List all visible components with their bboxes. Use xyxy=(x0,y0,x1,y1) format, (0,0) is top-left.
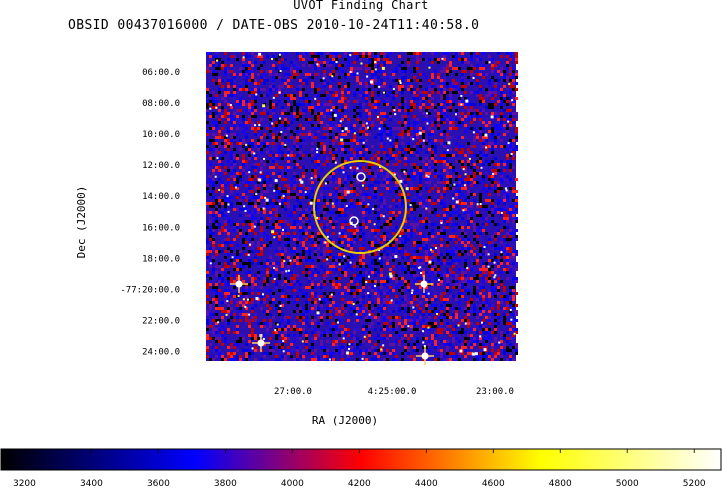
colorbar-ticks: 3200 3400 3600 3800 4000 4200 4400 4600 4800 5000… xyxy=(13,449,706,489)
y-tick-label: 24:00.0 xyxy=(142,347,180,357)
colorbar-tick-label: 3200 xyxy=(13,479,36,489)
y-axis: 06:00.0 08:00.0 10:00.0 12:00.0 14:00.0 16:00… xyxy=(120,68,180,357)
x-axis: 27:00.0 4:25:00.0 23:00.0 xyxy=(274,387,514,397)
colorbar-tick-label: 4400 xyxy=(415,479,438,489)
x-axis-title: RA (J2000) xyxy=(312,414,378,427)
colorbar-tick-label: 5000 xyxy=(616,479,639,489)
region-circle-0 xyxy=(313,160,407,254)
region-circle-1 xyxy=(356,172,366,182)
colorbar xyxy=(0,448,722,471)
y-tick-label: 06:00.0 xyxy=(142,68,180,78)
y-tick-label: 14:00.0 xyxy=(142,192,180,202)
y-axis-title: Dec (J2000) xyxy=(75,186,88,259)
x-tick-label: 27:00.0 xyxy=(274,387,312,397)
colorbar-tick-label: 3600 xyxy=(147,479,170,489)
chart-subtitle: OBSID 00437016000 / DATE-OBS 2010-10-24T… xyxy=(68,18,480,33)
y-tick-label: -77:20:00.0 xyxy=(120,285,180,295)
region-circle-2 xyxy=(349,216,359,226)
colorbar-tick-label: 4600 xyxy=(482,479,505,489)
colorbar-tick-label: 3800 xyxy=(214,479,237,489)
colorbar-tick-label: 4000 xyxy=(281,479,304,489)
y-tick-label: 12:00.0 xyxy=(142,161,180,171)
colorbar-tick-label: 5200 xyxy=(683,479,706,489)
y-tick-label: 16:00.0 xyxy=(142,223,180,233)
colorbar-tick-label: 4200 xyxy=(348,479,371,489)
y-tick-label: 18:00.0 xyxy=(142,254,180,264)
y-tick-label: 08:00.0 xyxy=(142,99,180,109)
colorbar-tick-label: 3400 xyxy=(80,479,103,489)
region-markers xyxy=(313,160,407,254)
colorbar-tick-label: 4800 xyxy=(549,479,572,489)
sky-image xyxy=(206,52,518,365)
x-tick-label: 4:25:00.0 xyxy=(368,387,417,397)
y-tick-label: 10:00.0 xyxy=(142,130,180,140)
chart-title: UVOT Finding Chart xyxy=(293,0,429,12)
x-tick-label: 23:00.0 xyxy=(476,387,514,397)
y-tick-label: 22:00.0 xyxy=(142,316,180,326)
